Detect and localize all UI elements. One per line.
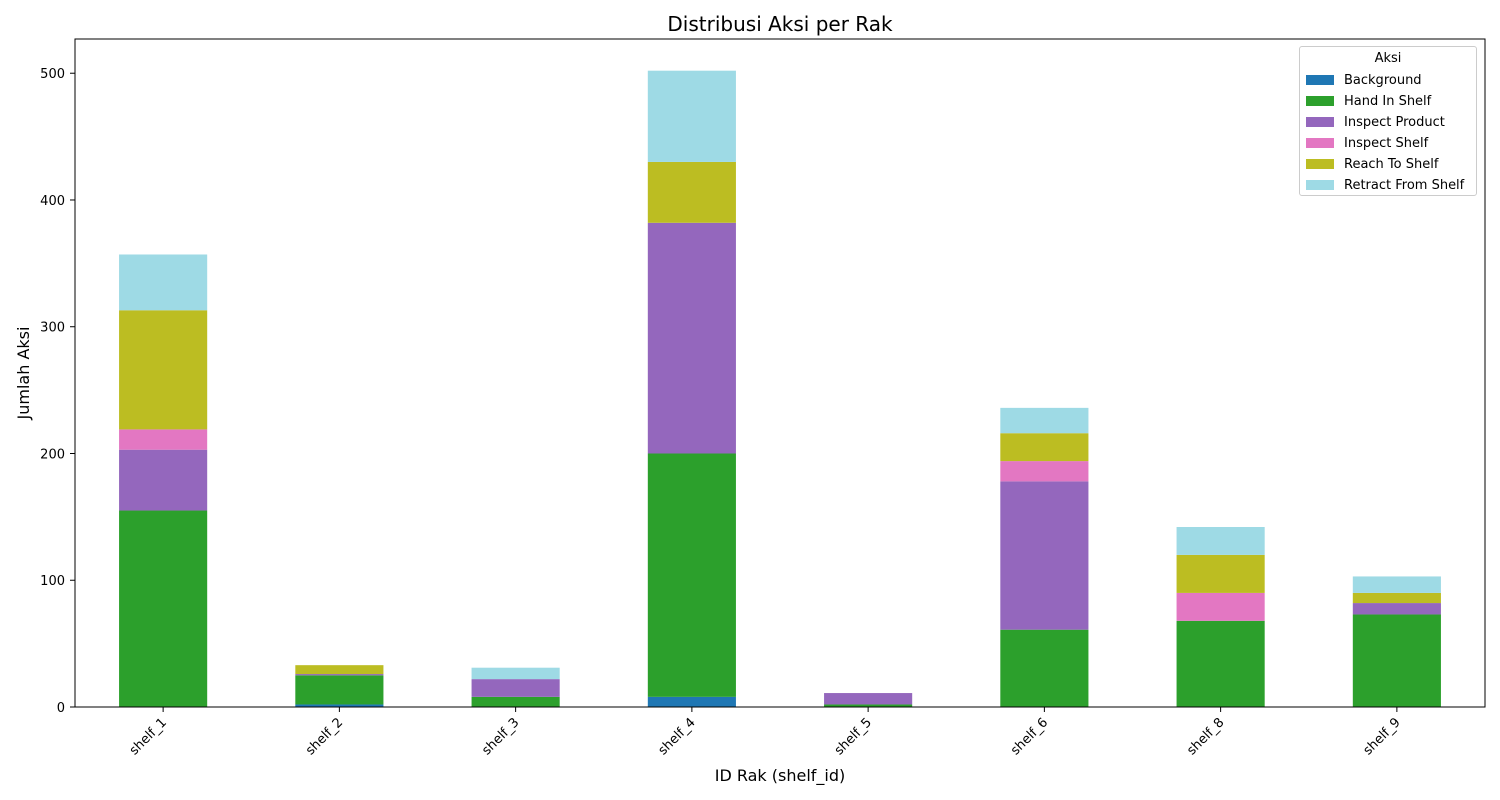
- bar-segment: [647, 222, 736, 454]
- legend-item: Retract From Shelf: [1306, 176, 1464, 194]
- bar-segment: [1176, 527, 1265, 555]
- chart-title: Distribusi Aksi per Rak: [667, 12, 893, 36]
- bar-segment: [295, 704, 384, 707]
- bar-segment: [647, 696, 736, 707]
- y-tick-label: 100: [40, 574, 65, 589]
- bar-segment: [1176, 554, 1265, 593]
- x-tick-label: shelf_5: [832, 715, 875, 758]
- bar-segment: [119, 429, 208, 450]
- x-axis-label: ID Rak (shelf_id): [715, 766, 846, 786]
- legend-item: Inspect Shelf: [1306, 134, 1428, 152]
- bar-segment: [295, 675, 384, 705]
- legend-label: Background: [1344, 72, 1422, 88]
- bar-segment: [1352, 592, 1441, 604]
- x-tick-label: shelf_4: [656, 715, 699, 758]
- bar-segment: [471, 667, 560, 680]
- y-tick-label: 500: [40, 67, 65, 82]
- legend-item: Reach To Shelf: [1306, 155, 1438, 173]
- bar-segment: [1176, 620, 1265, 707]
- legend-label: Hand In Shelf: [1344, 93, 1432, 109]
- bar-segment: [1000, 433, 1089, 462]
- bar-segment: [119, 254, 208, 311]
- legend-label: Reach To Shelf: [1344, 156, 1439, 172]
- x-tick-label: shelf_8: [1184, 715, 1227, 758]
- legend-swatch: [1306, 138, 1334, 148]
- bar-segment: [647, 70, 736, 162]
- x-tick-label: shelf_1: [127, 715, 170, 758]
- legend-swatch: [1306, 159, 1334, 169]
- x-tick-label: shelf_9: [1361, 715, 1404, 758]
- bar-segment: [471, 696, 560, 707]
- legend-swatch: [1306, 180, 1334, 190]
- bar-segment: [119, 449, 208, 511]
- legend-title: Aksi: [1374, 51, 1402, 66]
- bar-segment: [1352, 576, 1441, 593]
- legend-label: Inspect Product: [1344, 114, 1445, 130]
- bar-segment: [824, 693, 913, 705]
- bars-group: [119, 70, 1441, 707]
- legend: Aksi Background Hand In Shelf Inspect Prod…: [1299, 46, 1477, 196]
- plot-frame: [74, 38, 1486, 708]
- bar-segment: [1000, 407, 1089, 434]
- x-tick-label: shelf_3: [479, 715, 522, 758]
- bar-segment: [1176, 592, 1265, 621]
- legend-swatch: [1306, 75, 1334, 85]
- bar-segment: [295, 665, 384, 675]
- legend-swatch: [1306, 117, 1334, 127]
- x-tick-label: shelf_2: [303, 715, 346, 758]
- bar-segment: [1000, 481, 1089, 630]
- y-tick-label: 400: [40, 194, 65, 209]
- legend-item: Inspect Product: [1306, 113, 1445, 131]
- bar-segment: [119, 310, 208, 430]
- legend-label: Inspect Shelf: [1344, 135, 1429, 151]
- bar-segment: [647, 161, 736, 223]
- y-tick-label: 0: [57, 701, 65, 716]
- y-tick-label: 300: [40, 321, 65, 336]
- legend-swatch: [1306, 96, 1334, 106]
- bar-segment: [119, 510, 208, 707]
- bar-segment: [1000, 629, 1089, 707]
- bar-segment: [1352, 603, 1441, 615]
- legend-label: Retract From Shelf: [1344, 177, 1465, 193]
- x-axis: shelf_1 shelf_2 shelf_3 shelf_4 shelf_5 shelf…: [127, 707, 1404, 758]
- bar-segment: [471, 679, 560, 697]
- bar-segment: [1000, 461, 1089, 482]
- y-tick-label: 200: [40, 447, 65, 462]
- bar-segment: [647, 453, 736, 697]
- y-axis: 0 100 200 300 400 500: [40, 67, 75, 716]
- bar-segment: [1352, 614, 1441, 707]
- y-axis-label: Jumlah Aksi: [14, 327, 33, 421]
- bar-segment: [295, 674, 384, 676]
- bar-segment: [824, 704, 913, 707]
- x-tick-label: shelf_6: [1008, 715, 1051, 758]
- legend-item: Hand In Shelf: [1306, 92, 1431, 110]
- legend-item: Background: [1306, 71, 1422, 89]
